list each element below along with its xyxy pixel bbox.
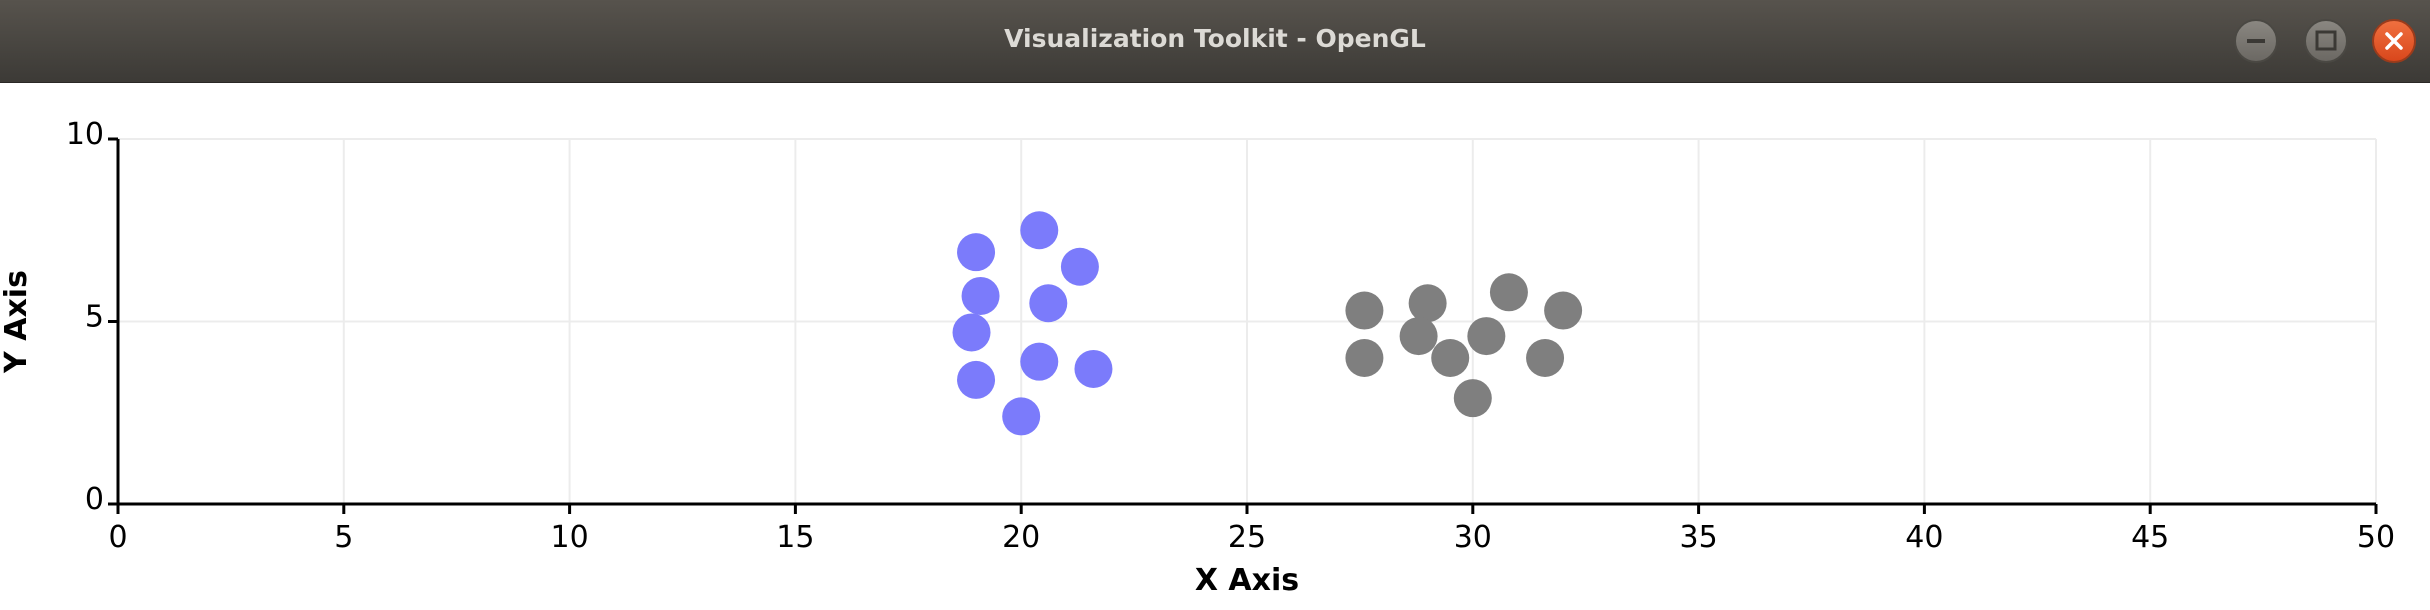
window-titlebar[interactable]: Visualization Toolkit - OpenGL xyxy=(0,0,2430,83)
data-point-series-2 xyxy=(1399,317,1438,356)
x-tick-label: 10 xyxy=(551,520,589,555)
data-point-series-1 xyxy=(1002,397,1041,436)
data-point-series-2 xyxy=(1345,291,1384,330)
data-point-series-1 xyxy=(1074,349,1113,388)
data-point-series-2 xyxy=(1453,379,1492,418)
data-point-series-2 xyxy=(1489,273,1528,312)
minimize-button[interactable] xyxy=(2234,19,2278,63)
x-tick-label: 0 xyxy=(108,520,127,555)
data-point-series-1 xyxy=(1060,247,1099,286)
x-tick-label: 30 xyxy=(1454,520,1492,555)
x-tick-label: 5 xyxy=(334,520,353,555)
data-point-series-2 xyxy=(1345,339,1384,377)
data-point-series-2 xyxy=(1431,339,1470,377)
x-tick-label: 20 xyxy=(1002,520,1040,555)
data-point-series-1 xyxy=(1029,284,1068,323)
scatter-chart: 0 5 10 15 20 25 30 35 40 45 50 0 5 10 X Axis Y Axis xyxy=(0,117,2395,598)
grid-lines xyxy=(118,138,2377,504)
tick-labels: 0 5 10 15 20 25 30 35 40 45 50 0 5 10 xyxy=(66,117,2395,555)
y-tick-label: 0 xyxy=(85,482,104,517)
data-points xyxy=(952,211,1583,436)
data-point-series-2 xyxy=(1467,317,1506,356)
data-point-series-1 xyxy=(957,360,996,399)
minimize-icon xyxy=(2247,39,2265,43)
y-tick-label: 5 xyxy=(85,300,104,335)
plot-area: 0 5 10 15 20 25 30 35 40 45 50 0 5 10 X Axis Y Axis xyxy=(0,83,2430,606)
x-tick-label: 25 xyxy=(1228,520,1266,555)
data-point-series-2 xyxy=(1408,284,1447,323)
x-tick-label: 50 xyxy=(2357,520,2395,555)
x-tick-label: 45 xyxy=(2131,520,2169,555)
maximize-button[interactable] xyxy=(2304,19,2348,63)
data-point-series-1 xyxy=(961,276,1000,315)
x-tick-label: 40 xyxy=(1905,520,1943,555)
data-point-series-1 xyxy=(957,233,996,272)
window-title: Visualization Toolkit - OpenGL xyxy=(1004,24,1426,53)
close-icon xyxy=(2385,32,2403,50)
maximize-icon xyxy=(2315,30,2337,51)
axes xyxy=(108,137,2378,514)
x-tick-label: 35 xyxy=(1680,520,1718,555)
x-tick-label: 15 xyxy=(776,520,814,555)
data-point-series-1 xyxy=(1020,211,1059,250)
data-point-series-1 xyxy=(1020,342,1059,381)
x-axis-label: X Axis xyxy=(1195,563,1299,598)
y-tick-label: 10 xyxy=(66,117,104,152)
data-point-series-1 xyxy=(952,313,991,352)
y-axis-label: Y Axis xyxy=(0,270,34,374)
data-point-series-2 xyxy=(1544,291,1583,330)
data-point-series-2 xyxy=(1526,339,1565,377)
close-button[interactable] xyxy=(2372,19,2416,63)
